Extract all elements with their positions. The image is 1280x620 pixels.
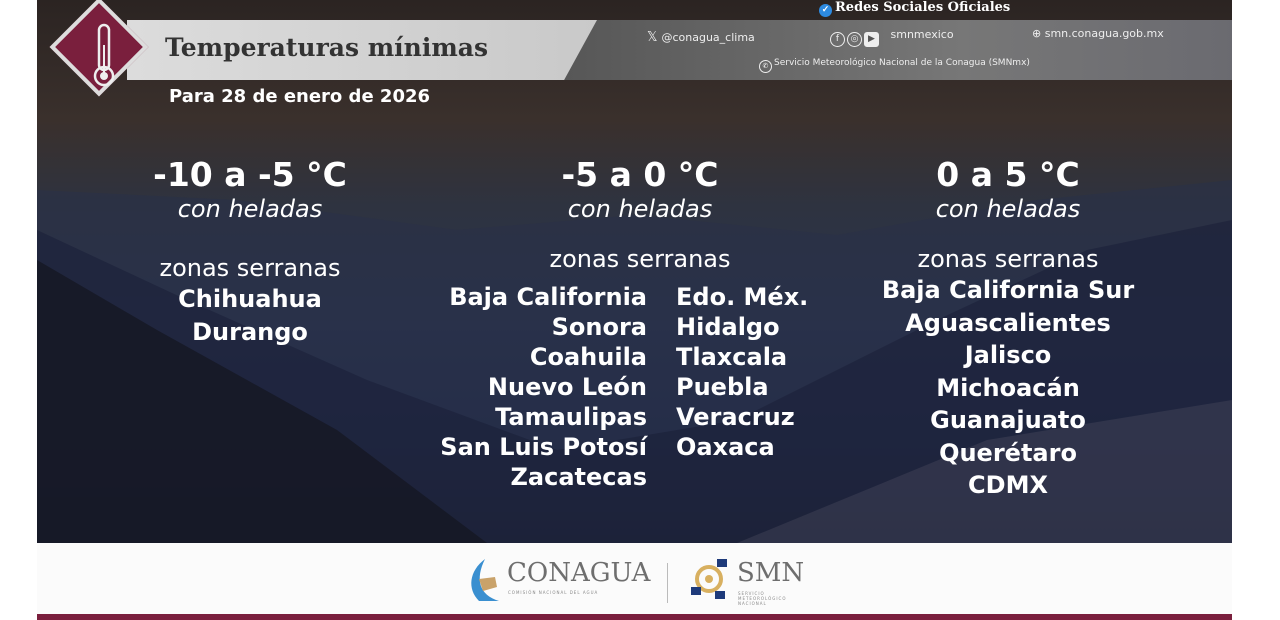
social-banner xyxy=(542,20,1232,80)
verified-icon: ✓ xyxy=(819,4,832,17)
website-link[interactable]: ⊕ smn.conagua.gob.mx xyxy=(1032,27,1164,40)
state: Coahuila xyxy=(529,343,647,371)
facebook-icon: f xyxy=(830,32,845,47)
social-link-smnmexico[interactable]: f ◎ ▶ smnmexico xyxy=(830,28,954,47)
state: Aguascalientes xyxy=(905,308,1111,337)
page-title: Temperaturas mínimas xyxy=(165,33,489,62)
footer: CONAGUA COMISIÓN NACIONAL DEL AGUA SMN S… xyxy=(37,543,1232,615)
state: Durango xyxy=(192,317,308,346)
x-link[interactable]: 𝕏 @conagua_clima xyxy=(647,30,755,45)
state: Tlaxcala xyxy=(676,343,788,371)
conagua-logo: CONAGUA xyxy=(507,558,651,588)
zone-label: zonas serranas xyxy=(159,254,341,282)
state: Sonora xyxy=(551,313,647,341)
conagua-subtitle: COMISIÓN NACIONAL DEL AGUA xyxy=(508,590,599,595)
range-label: -5 a 0 °C xyxy=(561,155,719,194)
state: Jalisco xyxy=(964,341,1052,369)
state: Michoacán xyxy=(936,373,1080,402)
state: Hidalgo xyxy=(676,313,780,341)
thermometer-icon xyxy=(93,23,115,87)
globe-icon: ⊕ xyxy=(1032,27,1045,40)
whatsapp-icon: ✆ xyxy=(759,60,772,73)
state: Veracruz xyxy=(676,403,795,431)
state: Edo. Méx. xyxy=(676,283,809,311)
instagram-icon: ◎ xyxy=(847,32,862,47)
whatsapp-link[interactable]: ✆ Servicio Meteorológico Nacional de la C… xyxy=(759,58,1030,73)
conagua-logo-icon xyxy=(471,559,499,601)
state: Querétaro xyxy=(939,438,1077,467)
state: CDMX xyxy=(968,471,1048,499)
state: Chihuahua xyxy=(178,285,322,313)
state: Puebla xyxy=(676,373,769,401)
column-minus5-0: -5 a 0 °C con heladas zonas serranas xyxy=(490,156,790,274)
zone-label: zonas serranas xyxy=(917,245,1099,273)
range-label: -10 a -5 °C xyxy=(153,155,347,194)
column-0-5: 0 a 5 °C con heladas zonas serranas Baja… xyxy=(858,156,1158,502)
divider xyxy=(667,563,668,603)
infographic: Temperaturas mínimas Para 28 de enero de… xyxy=(37,0,1232,543)
column-minus10-minus5: -10 a -5 °C con heladas zonas serranas C… xyxy=(100,156,400,348)
states-left: Baja California Sonora Coahuila Nuevo Le… xyxy=(337,282,647,492)
smn-logo-icon xyxy=(691,559,727,599)
title-banner xyxy=(127,20,597,80)
youtube-icon: ▶ xyxy=(864,32,879,47)
social-heading: ✓ Redes Sociales Oficiales xyxy=(819,0,1010,17)
forecast-date: Para 28 de enero de 2026 xyxy=(169,86,431,107)
state: Nuevo León xyxy=(487,373,647,401)
frost-note: con heladas xyxy=(935,195,1081,223)
smn-subtitle: SERVICIO METEOROLÓGICO NACIONAL xyxy=(738,591,787,606)
state: Tamaulipas xyxy=(495,403,647,431)
frost-note: con heladas xyxy=(567,195,713,223)
range-label: 0 a 5 °C xyxy=(936,155,1080,194)
state: Guanajuato xyxy=(930,406,1086,434)
smn-logo: SMN xyxy=(737,558,805,588)
mountain-background xyxy=(37,180,1232,543)
footer-stripe xyxy=(37,614,1232,620)
states-right: Edo. Méx. Hidalgo Tlaxcala Puebla Veracr… xyxy=(676,282,876,462)
state: San Luis Potosí xyxy=(440,433,647,461)
zone-label: zonas serranas xyxy=(549,245,731,273)
x-icon: 𝕏 xyxy=(647,30,658,45)
state: Baja California Sur xyxy=(881,276,1135,304)
state: Oaxaca xyxy=(676,433,775,461)
state: Zacatecas xyxy=(510,463,647,491)
frost-note: con heladas xyxy=(177,195,323,223)
state: Baja California xyxy=(449,283,647,311)
